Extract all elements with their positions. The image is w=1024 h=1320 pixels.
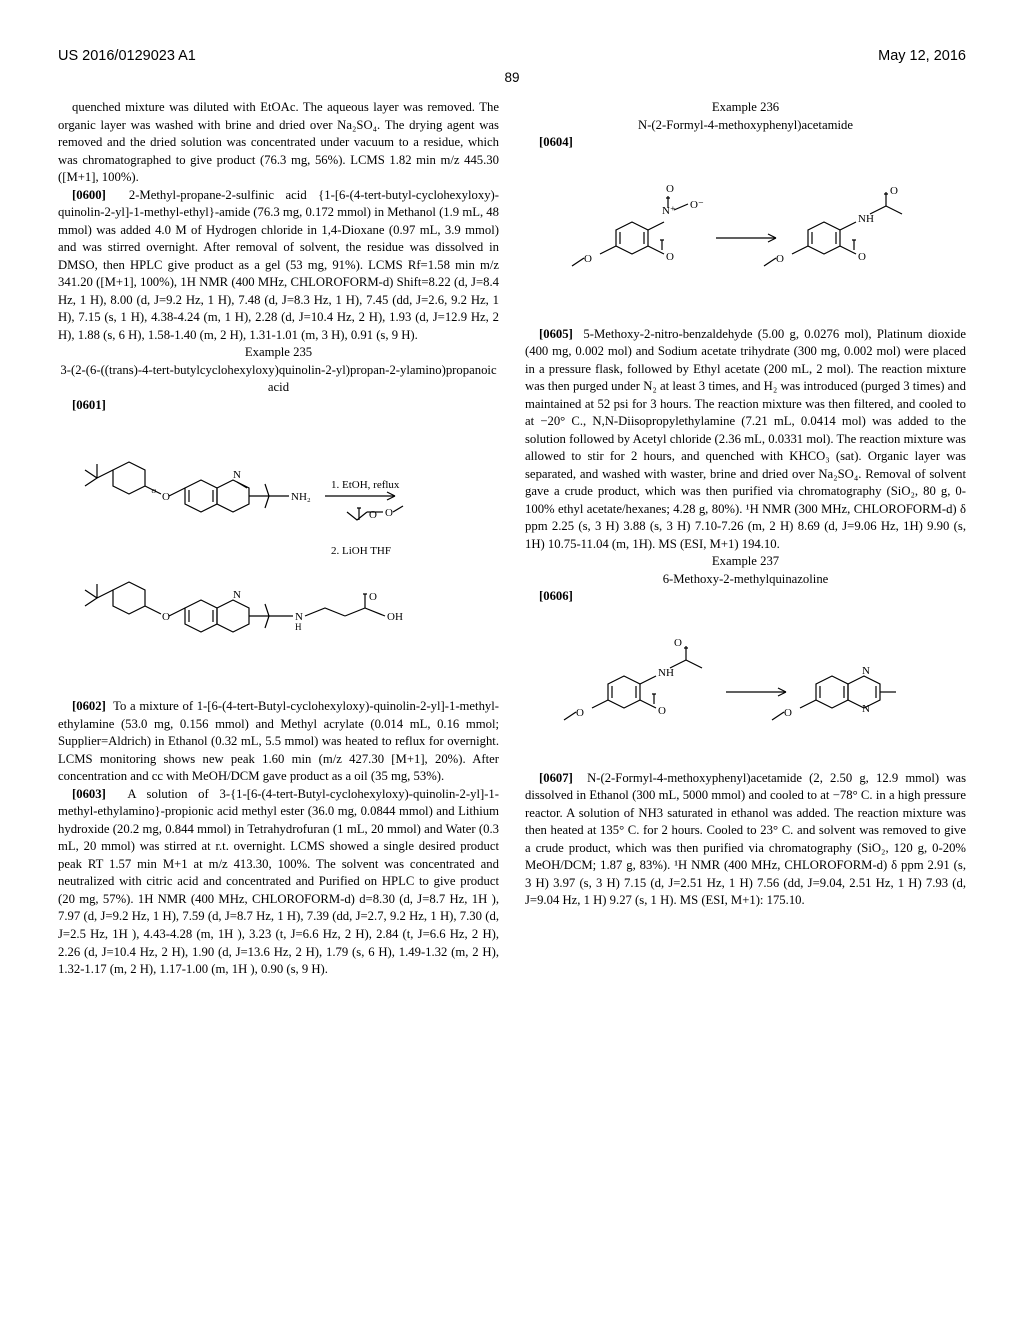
page-header: US 2016/0129023 A1 May 12, 2016	[58, 48, 966, 64]
svg-text:O: O	[369, 509, 377, 521]
para-0600: [0600] 2-Methyl-propane-2-sulfinic acid …	[58, 187, 499, 345]
chem-svg-235: ᴼ O N NH₂	[69, 420, 489, 690]
para-num-0605: [0605]	[539, 327, 573, 341]
para-num-0604: [0604]	[539, 135, 573, 149]
svg-text:NH: NH	[658, 667, 674, 679]
example-236-name: N-(2-Formyl-4-methoxyphenyl)acetamide	[525, 117, 966, 135]
svg-text:N: N	[233, 469, 241, 481]
para-num-0607: [0607]	[539, 771, 573, 785]
para-0603: [0603] A solution of 3-{1-[6-(4-tert-But…	[58, 786, 499, 979]
example-237-title: Example 237	[525, 553, 966, 571]
svg-text:N: N	[233, 589, 241, 601]
svg-text:O: O	[369, 591, 377, 603]
svg-text:O: O	[576, 707, 584, 719]
para-0607-text: N-(2-Formyl-4-methoxyphenyl)acetamide (2…	[525, 771, 966, 908]
para-0602: [0602] To a mixture of 1-[6-(4-tert-Buty…	[58, 698, 499, 786]
svg-text:O: O	[666, 183, 674, 195]
svg-text:N: N	[862, 703, 870, 715]
svg-text:O: O	[658, 705, 666, 717]
page-number: 89	[58, 70, 966, 85]
svg-text:O: O	[584, 253, 592, 265]
svg-text:OH: OH	[387, 611, 403, 623]
svg-text:O: O	[385, 507, 393, 519]
para-num-0600: [0600]	[72, 188, 106, 202]
svg-text:O: O	[858, 251, 866, 263]
body-columns: quenched mixture was diluted with EtOAc.…	[58, 99, 966, 979]
para-0601: [0601]	[58, 397, 499, 415]
chem-structure-237: O O NH O	[525, 612, 966, 762]
para-0605: [0605] 5-Methoxy-2-nitro-benzaldehyde (5…	[525, 326, 966, 554]
chem-structure-236: O O N⁺ O O⁻	[525, 158, 966, 318]
svg-text:O: O	[784, 707, 792, 719]
example-237-name: 6-Methoxy-2-methylquinazoline	[525, 571, 966, 589]
svg-text:NH₂: NH₂	[291, 491, 311, 503]
chem-svg-236: O O N⁺ O O⁻	[536, 158, 956, 318]
para-num-0603: [0603]	[72, 787, 106, 801]
svg-text:H: H	[295, 622, 302, 632]
para-0605-text: 5-Methoxy-2-nitro-benzaldehyde (5.00 g, …	[525, 327, 966, 551]
svg-text:N: N	[862, 665, 870, 677]
example-235-title: Example 235	[58, 344, 499, 362]
annot-lioh: 2. LiOH THF	[331, 545, 391, 557]
para-0602-text: To a mixture of 1-[6-(4-tert-Butyl-cyclo…	[58, 699, 499, 783]
svg-text:O⁻: O⁻	[690, 199, 704, 211]
svg-text:O: O	[162, 491, 170, 503]
svg-text:O: O	[776, 253, 784, 265]
svg-text:O: O	[674, 637, 682, 649]
svg-text:N⁺: N⁺	[662, 205, 676, 217]
page: US 2016/0129023 A1 May 12, 2016 89 quenc…	[0, 0, 1024, 1320]
patent-number: US 2016/0129023 A1	[58, 48, 196, 64]
svg-text:O: O	[890, 185, 898, 197]
svg-text:NH: NH	[858, 213, 874, 225]
para-num-0606: [0606]	[539, 589, 573, 603]
para-0607: [0607] N-(2-Formyl-4-methoxyphenyl)aceta…	[525, 770, 966, 910]
para-0604: [0604]	[525, 134, 966, 152]
chem-svg-237: O O NH O	[536, 612, 956, 762]
patent-date: May 12, 2016	[878, 48, 966, 64]
svg-text:O: O	[666, 251, 674, 263]
para-0603-text: A solution of 3-{1-[6-(4-tert-Butyl-cycl…	[58, 787, 499, 976]
annot-etoh: 1. EtOH, reflux	[331, 479, 400, 491]
para-0599-cont: quenched mixture was diluted with EtOAc.…	[58, 99, 499, 187]
example-236-title: Example 236	[525, 99, 966, 117]
para-num-0602: [0602]	[72, 699, 106, 713]
example-235-name: 3-(2-(6-((trans)-4-tert-butylcyclohexylo…	[58, 362, 499, 397]
para-0600-text: 2-Methyl-propane-2-sulfinic acid {1-[6-(…	[58, 188, 499, 342]
para-num-0601: [0601]	[72, 398, 106, 412]
chem-structure-235: ᴼ O N NH₂	[58, 420, 499, 690]
para-0606: [0606]	[525, 588, 966, 606]
svg-text:O: O	[162, 611, 170, 623]
